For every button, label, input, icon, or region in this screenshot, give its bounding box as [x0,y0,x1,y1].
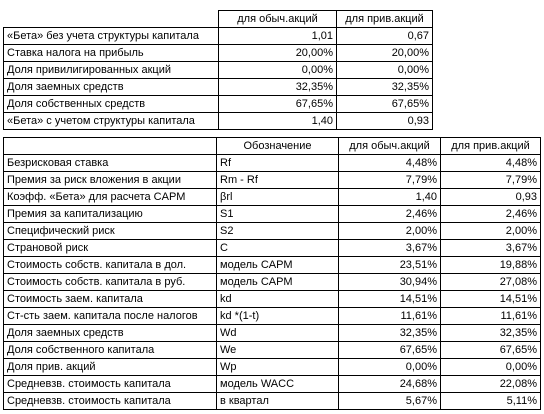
row-value: 14,51% [338,290,441,308]
row-value: в квартал [216,392,339,410]
row-value: 3,67% [338,239,441,257]
row-value: kd *(1-t) [216,307,339,325]
row-label: Средневзв. стоимость капитала [3,375,217,393]
row-label: Доля заемных средств [3,78,219,96]
row-value: 0,00% [336,61,433,79]
row-value: 24,68% [338,375,441,393]
row-value: Rf [216,154,339,172]
header-cell: Обозначение [216,137,339,155]
row-value: 32,35% [336,78,433,96]
row-value: Rm - Rf [216,171,339,189]
row-value: 1,40 [218,112,337,130]
header-cell [3,137,217,155]
row-value: 4,48% [338,154,441,172]
row-label: Доля собственного капитала [3,341,217,359]
row-value: 1,01 [218,27,337,45]
row-value: 20,00% [336,44,433,62]
row-value: 0,93 [440,188,541,206]
row-value: 22,08% [440,375,541,393]
row-value: Wp [216,358,339,376]
row-value: 32,35% [440,324,541,342]
row-value: 20,00% [218,44,337,62]
row-value: 27,08% [440,273,541,291]
row-value: 7,79% [338,171,441,189]
row-value: 0,00% [218,61,337,79]
row-label: Ст-сть заем. капитала после налогов [3,307,217,325]
row-value: 4,48% [440,154,541,172]
row-value: 2,46% [338,205,441,223]
row-value: 5,11% [440,392,541,410]
row-label: Стоимость собств. капитала в дол. [3,256,217,274]
row-value: 67,65% [440,341,541,359]
row-value: 0,67 [336,27,433,45]
row-value: 14,51% [440,290,541,308]
row-value: 2,00% [338,222,441,240]
header-cell: для прив.акций [336,10,433,28]
row-value: 11,61% [338,307,441,325]
row-value: S1 [216,205,339,223]
row-label: Стоимость собств. капитала в руб. [3,273,217,291]
row-value: 30,94% [338,273,441,291]
row-value: We [216,341,339,359]
row-value: 3,67% [440,239,541,257]
row-value: 0,93 [336,112,433,130]
row-value: модель WACC [216,375,339,393]
row-value: 67,65% [338,341,441,359]
row-value: 67,65% [336,95,433,113]
row-value: S2 [216,222,339,240]
row-value: 0,00% [440,358,541,376]
row-label: «Бета» с учетом структуры капитала [3,112,219,130]
row-value: 2,00% [440,222,541,240]
row-value: C [216,239,339,257]
row-value: 32,35% [338,324,441,342]
row-label: Коэфф. «Бета» для расчета CAPM [3,188,217,206]
row-value: kd [216,290,339,308]
row-value: 19,88% [440,256,541,274]
row-label: Премия за риск вложения в акции [3,171,217,189]
header-cell: для обыч.акций [338,137,441,155]
row-value: 1,40 [338,188,441,206]
header-cell: для обыч.акций [218,10,337,28]
row-label: Специфический риск [3,222,217,240]
row-value: 67,65% [218,95,337,113]
row-value: 2,46% [440,205,541,223]
row-value: 11,61% [440,307,541,325]
row-value: 23,51% [338,256,441,274]
row-label: Безрисковая ставка [3,154,217,172]
row-label: Доля привилигированных акций [3,61,219,79]
row-value: 0,00% [338,358,441,376]
row-value: 32,35% [218,78,337,96]
row-value: модель CAPM [216,273,339,291]
row-value: Wd [216,324,339,342]
row-label: Страновой риск [3,239,217,257]
row-label: Ставка налога на прибыль [3,44,219,62]
row-label: Доля прив. акций [3,358,217,376]
row-label: Средневзв. стоимость капитала [3,392,217,410]
row-value: 7,79% [440,171,541,189]
row-label: Доля собственных средств [3,95,219,113]
row-value: модель CAPM [216,256,339,274]
header-cell: для прив.акций [440,137,541,155]
row-label: Стоимость заем. капитала [3,290,217,308]
row-value: βrl [216,188,339,206]
row-label: Премия за капитализацию [3,205,217,223]
row-label: «Бета» без учета структуры капитала [3,27,219,45]
row-label: Доля заемных средств [3,324,217,342]
row-value: 5,67% [338,392,441,410]
